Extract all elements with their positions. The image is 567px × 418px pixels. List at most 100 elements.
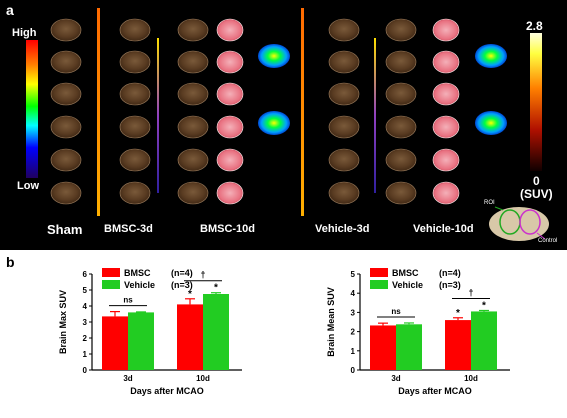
legend-swatch-vehicle [102, 280, 120, 289]
pet-brain-slice [385, 82, 417, 106]
y-tick-label: 5 [351, 270, 356, 279]
legend-swatch-vehicle [370, 280, 388, 289]
pet-brain-slice [328, 50, 360, 74]
group-label-bmsc-10d: BMSC-10d [200, 223, 256, 235]
ttc-stained-slice [216, 148, 244, 172]
roi-inset [482, 198, 560, 246]
pet-brain-slice [328, 82, 360, 106]
y-tick-label: 4 [83, 302, 88, 311]
pet-brain-slice [385, 148, 417, 172]
x-tick-label: 3d [123, 374, 132, 383]
bar-charts: 0 1 2 3 4 5 6 Brain Max SUV Days after MCAO 3d 10d… [58, 268, 510, 396]
significance-star: * [214, 283, 218, 294]
scale-max-label: 2.8 [526, 19, 543, 33]
y-tick-label: 2 [351, 328, 356, 337]
legend-label: BMSC [392, 268, 419, 278]
legend-n: (n=4) [171, 268, 193, 278]
pet-brain-slice [119, 18, 151, 42]
y-tick-label: 0 [351, 366, 356, 375]
scale-low-label: Low [17, 180, 39, 192]
y-tick-label: 1 [83, 350, 88, 359]
group-label-bmsc-3d: BMSC-3d [104, 223, 153, 235]
y-tick-label: 5 [83, 286, 88, 295]
bar-vehicle-10d [203, 294, 229, 370]
pet-brain-slice [119, 82, 151, 106]
divider-bar-bmsc-10d [157, 38, 159, 193]
divider-bar-vehicle [301, 8, 304, 216]
ttc-stained-slice [432, 148, 460, 172]
group-label-sham: Sham [47, 222, 83, 237]
ttc-stained-slice [432, 50, 460, 74]
pet-brain-slice [50, 148, 82, 172]
pet-brain-slice [50, 82, 82, 106]
legend-n: (n=3) [171, 280, 193, 290]
y-tick-label: 1 [351, 347, 356, 356]
legend-swatch-bmsc [102, 268, 120, 277]
bar-bmsc-10d [445, 320, 471, 370]
y-tick-label: 6 [83, 270, 88, 279]
x-tick-label: 3d [391, 374, 400, 383]
panel-b-charts: b 0 1 2 3 4 5 6 Brain Max SUV Days after MCAO 3d 1… [0, 250, 567, 418]
legend-n: (n=4) [439, 268, 461, 278]
panel-b-label: b [6, 254, 15, 270]
pet-image-grid [26, 8, 560, 246]
pet-brain-slice [385, 181, 417, 205]
bar-vehicle-10d [471, 311, 497, 370]
divider-bar-vehicle-10d [374, 38, 376, 193]
scale-min-label: 0 [533, 174, 540, 188]
legend-label: BMSC [124, 268, 151, 278]
y-tick-label: 0 [83, 366, 88, 375]
ttc-stained-slice [216, 50, 244, 74]
y-tick-label: 3 [351, 308, 356, 317]
roi-label: ROI [484, 200, 495, 206]
pet-heatmap-slice [475, 44, 507, 68]
bar-bmsc-3d [102, 316, 128, 370]
panel-a-label: a [6, 2, 14, 18]
pet-brain-slice [177, 115, 209, 139]
pet-heatmap-slice [258, 44, 290, 68]
ttc-stained-slice [216, 82, 244, 106]
pet-brain-slice [177, 181, 209, 205]
bar-vehicle-3d [396, 324, 422, 370]
significance-star: * [456, 308, 460, 319]
group-label-vehicle-10d: Vehicle-10d [413, 223, 474, 235]
legend-n: (n=3) [439, 280, 461, 290]
ttc-stained-slice [432, 82, 460, 106]
ns-annotation: ns [123, 296, 133, 305]
y-axis-label: Brain Mean SUV [326, 287, 336, 357]
scale-unit-label: (SUV) [520, 187, 553, 201]
pet-brain-slice [328, 115, 360, 139]
ttc-stained-slice [216, 115, 244, 139]
y-tick-label: 2 [83, 334, 88, 343]
y-tick-label: 3 [83, 318, 88, 327]
pet-brain-slice [50, 181, 82, 205]
bar-bmsc-10d [177, 304, 203, 370]
right-color-scale [530, 33, 542, 171]
dagger-annotation: † [468, 287, 473, 297]
scale-high-label: High [12, 27, 37, 39]
y-tick-label: 4 [351, 289, 356, 298]
pet-brain-slice [177, 82, 209, 106]
pet-brain-slice [50, 115, 82, 139]
dagger-annotation: † [200, 270, 205, 280]
pet-brain-slice [385, 18, 417, 42]
ttc-stained-slice [432, 18, 460, 42]
control-label: Control [538, 238, 558, 244]
pet-heatmap-slice [475, 111, 507, 135]
bar-bmsc-3d [370, 325, 396, 370]
y-axis-label: Brain Max SUV [58, 290, 68, 354]
x-axis-label: Days after MCAO [398, 386, 472, 396]
group-label-vehicle-3d: Vehicle-3d [315, 223, 370, 235]
significance-star: * [482, 300, 486, 311]
ns-annotation: ns [391, 307, 401, 316]
pet-heatmap-slice [258, 111, 290, 135]
legend-swatch-bmsc [370, 268, 388, 277]
pet-brain-slice [385, 50, 417, 74]
significance-star: * [188, 289, 192, 300]
pet-brain-slice [50, 50, 82, 74]
bar-vehicle-3d [128, 312, 154, 370]
legend-label: Vehicle [124, 280, 155, 290]
pet-brain-slice [119, 50, 151, 74]
bar-chart-2: 0 1 2 3 4 5 Brain Mean SUV Days after MCAO 3d 10d… [326, 268, 510, 396]
pet-brain-slice [177, 148, 209, 172]
